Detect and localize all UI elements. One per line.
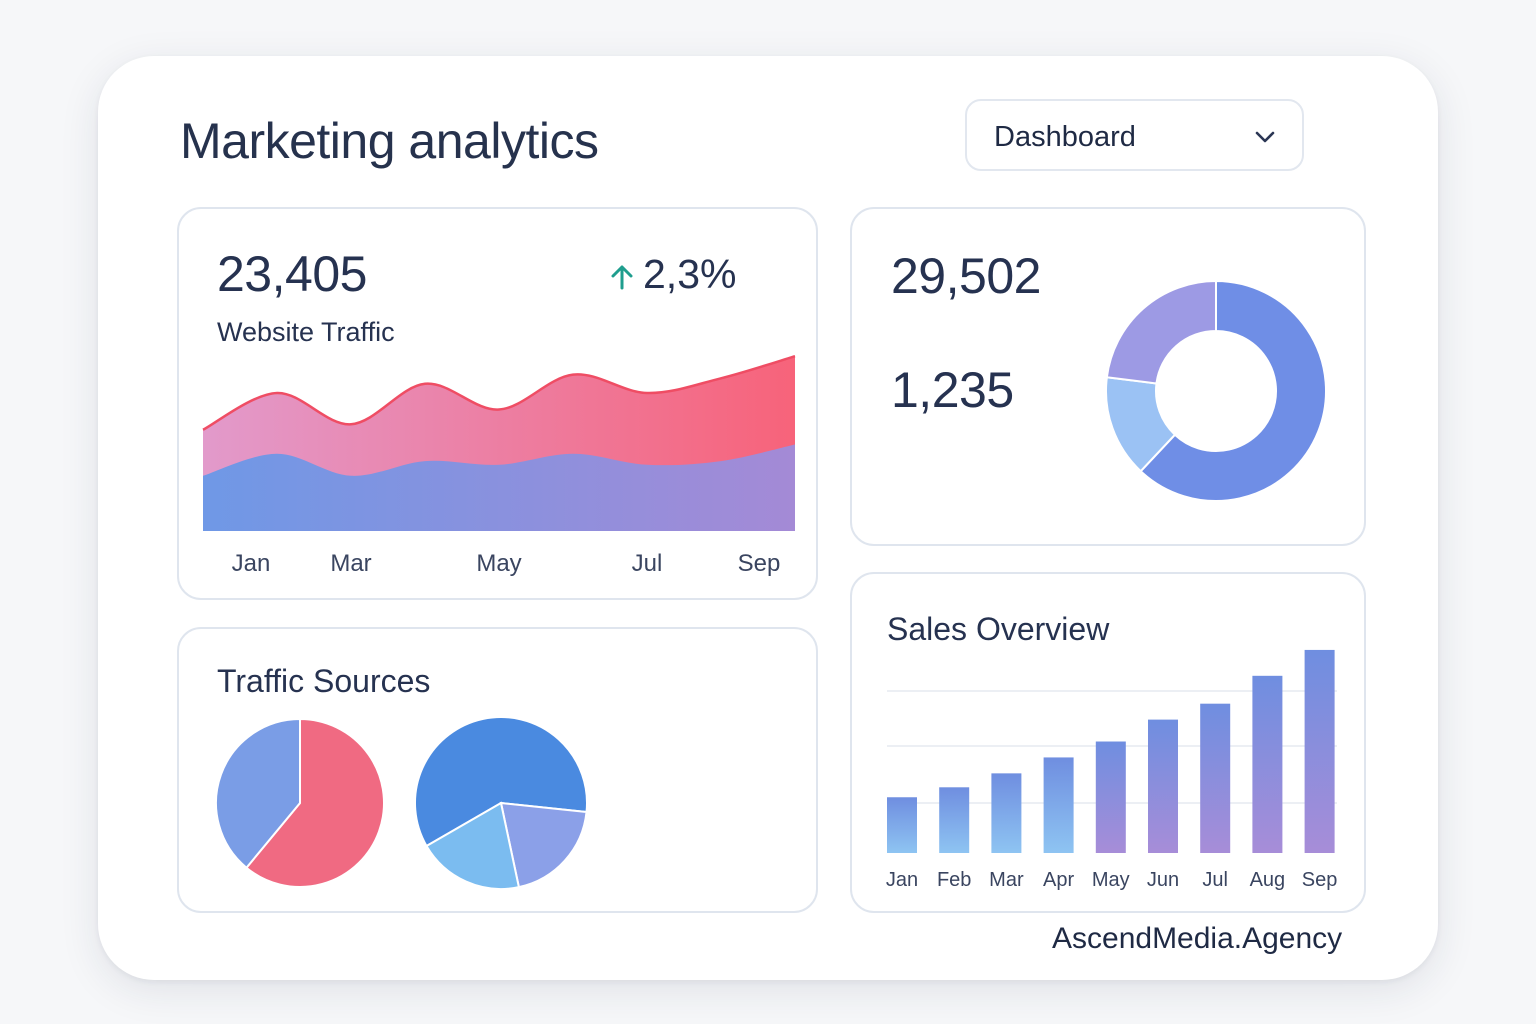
sales-x-tick: Sep	[1302, 869, 1338, 891]
sales-overview-title: Sales Overview	[887, 611, 1110, 647]
sales-bar-may	[1095, 741, 1126, 853]
sales-x-tick: Jul	[1202, 869, 1228, 891]
traffic-x-tick: May	[476, 550, 521, 577]
website-traffic-chart: Jan Mar May Jul Sep	[202, 355, 796, 577]
traffic-change: 2,3%	[609, 251, 736, 298]
traffic-x-tick: Mar	[330, 550, 371, 577]
sales-bar-mar	[991, 773, 1022, 853]
sales-bar-jul	[1200, 703, 1231, 853]
page-title: Marketing analytics	[180, 113, 599, 169]
summary-donut-chart	[1105, 279, 1327, 502]
pie2-slice-2	[499, 801, 588, 889]
sales-x-tick: Mar	[989, 869, 1024, 891]
sales-x-tick: May	[1092, 869, 1130, 891]
pie1-slice-2	[215, 717, 301, 870]
sales-x-tick: Jun	[1147, 869, 1179, 891]
sales-x-tick: Feb	[937, 869, 971, 891]
sales-x-tick: Jan	[886, 869, 918, 891]
sales-bar-feb	[939, 787, 970, 853]
traffic-x-tick: Sep	[738, 550, 781, 577]
sales-bar-jun	[1148, 719, 1178, 853]
sales-x-tick: Aug	[1250, 869, 1286, 891]
summary-value-primary: 29,502	[891, 248, 1041, 304]
traffic-x-tick: Jul	[632, 550, 663, 577]
brand-footer: AscendMedia.Agency	[1052, 922, 1343, 955]
traffic-area-series-2	[203, 444, 795, 531]
sales-overview-chart: Jan Feb Mar Apr May Jun Jul Aug Sep	[886, 649, 1338, 891]
donut-slice-3	[1105, 279, 1217, 385]
traffic-area-line	[202, 355, 796, 431]
traffic-x-tick: Jan	[232, 550, 271, 577]
sales-bar-apr	[1043, 757, 1074, 853]
summary-value-secondary: 1,235	[891, 362, 1014, 418]
sales-bar-aug	[1252, 675, 1283, 853]
pie1-slice-1	[245, 717, 385, 888]
traffic-sources-title: Traffic Sources	[217, 663, 431, 699]
chevron-down-icon	[1255, 131, 1275, 143]
website-traffic-label: Website Traffic	[217, 317, 395, 347]
sales-overview-card[interactable]: Sales Overview Jan Feb Mar Apr May Jun Jul Aug S…	[850, 572, 1366, 913]
view-select-value: Dashboard	[994, 121, 1136, 153]
pie2-slice-3	[425, 801, 521, 890]
sales-bar-jan	[887, 797, 917, 853]
arrow-up-icon	[611, 265, 633, 290]
donut-slice-1	[1139, 279, 1327, 502]
website-traffic-value: 23,405	[217, 246, 367, 302]
summary-card[interactable]: 29,502 1,235	[850, 207, 1366, 546]
website-traffic-card[interactable]: 23,405 2,3% Website Traffic Jan Mar May Jul…	[177, 207, 818, 600]
view-select[interactable]: Dashboard	[965, 99, 1304, 171]
pie2-slice-1	[414, 716, 588, 848]
sales-bar-sep	[1304, 649, 1335, 853]
sales-x-tick: Apr	[1043, 869, 1074, 891]
traffic-sources-pies	[215, 716, 588, 890]
traffic-sources-card[interactable]: Traffic Sources	[177, 627, 818, 913]
traffic-change-value: 2,3%	[643, 251, 737, 297]
